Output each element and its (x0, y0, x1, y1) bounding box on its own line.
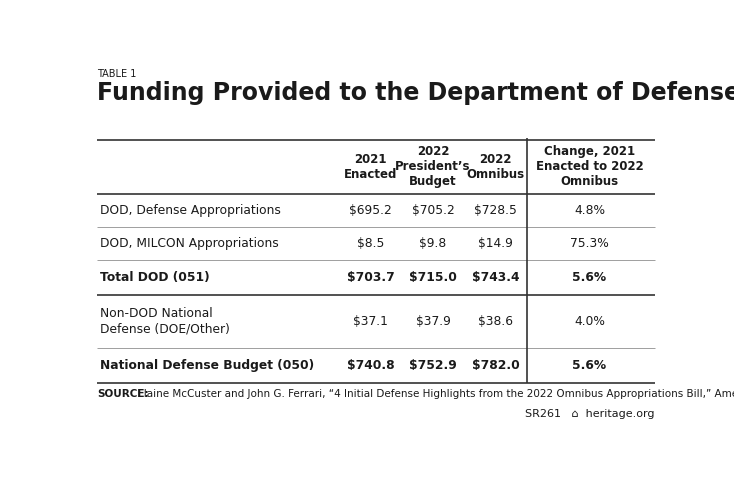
Text: $743.4: $743.4 (472, 271, 520, 284)
Text: National Defense Budget (050): National Defense Budget (050) (101, 359, 314, 372)
Text: 2021
Enacted: 2021 Enacted (344, 153, 397, 181)
Text: $705.2: $705.2 (412, 204, 454, 217)
Text: Non-DOD National
Defense (DOE/Other): Non-DOD National Defense (DOE/Other) (101, 307, 230, 336)
Text: SOURCE:: SOURCE: (98, 389, 149, 399)
Text: Total DOD (051): Total DOD (051) (101, 271, 210, 284)
Text: $695.2: $695.2 (349, 204, 392, 217)
Text: $752.9: $752.9 (409, 359, 457, 372)
Text: 4.0%: 4.0% (574, 315, 605, 328)
Text: $9.8: $9.8 (419, 237, 447, 250)
Text: $782.0: $782.0 (472, 359, 520, 372)
Text: 75.3%: 75.3% (570, 237, 609, 250)
Text: DOD, Defense Appropriations: DOD, Defense Appropriations (101, 204, 281, 217)
Text: $8.5: $8.5 (357, 237, 384, 250)
Text: DOD, MILCON Appropriations: DOD, MILCON Appropriations (101, 237, 279, 250)
Text: $728.5: $728.5 (474, 204, 517, 217)
Text: $38.6: $38.6 (478, 315, 513, 328)
Text: $37.9: $37.9 (415, 315, 451, 328)
Text: 2022
President’s
Budget: 2022 President’s Budget (396, 145, 470, 188)
Text: 5.6%: 5.6% (573, 359, 606, 372)
Text: $740.8: $740.8 (346, 359, 394, 372)
Text: Elaine McCuster and John G. Ferrari, “4 Initial Defense Highlights from the 2022: Elaine McCuster and John G. Ferrari, “4 … (134, 389, 734, 399)
Text: Funding Provided to the Department of Defense: Funding Provided to the Department of De… (98, 81, 734, 105)
Text: $703.7: $703.7 (346, 271, 394, 284)
Text: SR261   ⌂  heritage.org: SR261 ⌂ heritage.org (526, 409, 655, 419)
Text: $715.0: $715.0 (409, 271, 457, 284)
Text: 2022
Omnibus: 2022 Omnibus (467, 153, 525, 181)
Text: TABLE 1: TABLE 1 (98, 69, 137, 79)
Text: $37.1: $37.1 (353, 315, 388, 328)
Text: Change, 2021
Enacted to 2022
Omnibus: Change, 2021 Enacted to 2022 Omnibus (536, 145, 644, 188)
Text: 5.6%: 5.6% (573, 271, 606, 284)
Text: $14.9: $14.9 (478, 237, 513, 250)
Text: 4.8%: 4.8% (574, 204, 605, 217)
